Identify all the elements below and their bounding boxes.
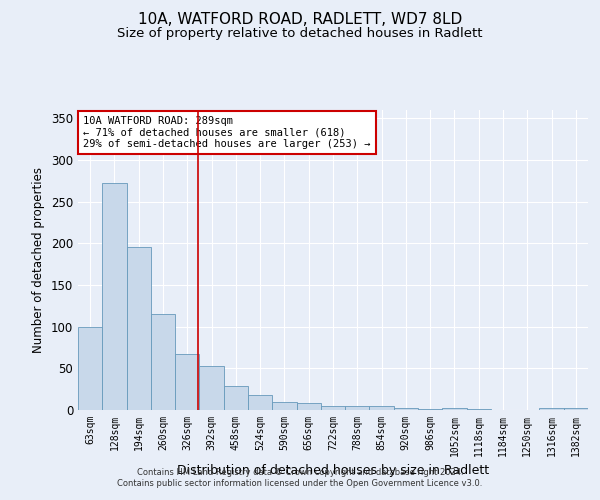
Bar [564,408,588,410]
Text: 10A WATFORD ROAD: 289sqm
← 71% of detached houses are smaller (618)
29% of semi-: 10A WATFORD ROAD: 289sqm ← 71% of detach… [83,116,371,149]
Bar [199,366,224,410]
Bar [175,354,199,410]
Y-axis label: Number of detached properties: Number of detached properties [32,167,46,353]
X-axis label: Distribution of detached houses by size in Radlett: Distribution of detached houses by size … [177,464,489,477]
Bar [418,409,442,410]
Bar [127,246,151,410]
Bar [296,404,321,410]
Bar [394,408,418,410]
Bar [102,184,127,410]
Bar [321,406,345,410]
Bar [272,402,296,410]
Bar [224,386,248,410]
Bar [539,408,564,410]
Bar [151,314,175,410]
Bar [78,326,102,410]
Bar [370,406,394,410]
Bar [345,406,370,410]
Text: 10A, WATFORD ROAD, RADLETT, WD7 8LD: 10A, WATFORD ROAD, RADLETT, WD7 8LD [138,12,462,28]
Bar [248,395,272,410]
Bar [442,408,467,410]
Bar [467,409,491,410]
Text: Contains HM Land Registry data © Crown copyright and database right 2024.
Contai: Contains HM Land Registry data © Crown c… [118,468,482,487]
Text: Size of property relative to detached houses in Radlett: Size of property relative to detached ho… [117,28,483,40]
